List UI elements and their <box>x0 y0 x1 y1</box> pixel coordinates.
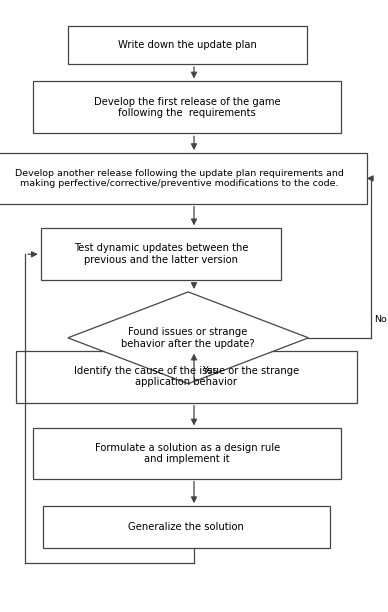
Text: Develop the first release of the game
following the  requirements: Develop the first release of the game fo… <box>94 97 281 118</box>
Text: Test dynamic updates between the
previous and the latter version: Test dynamic updates between the previou… <box>74 244 248 265</box>
FancyBboxPatch shape <box>16 351 357 403</box>
FancyBboxPatch shape <box>68 26 307 64</box>
FancyBboxPatch shape <box>43 506 330 548</box>
FancyBboxPatch shape <box>0 153 367 204</box>
Polygon shape <box>68 292 308 384</box>
Text: Write down the update plan: Write down the update plan <box>118 40 256 50</box>
Text: Yes: Yes <box>202 366 217 375</box>
Text: Formulate a solution as a design rule
and implement it: Formulate a solution as a design rule an… <box>95 442 280 465</box>
FancyBboxPatch shape <box>33 81 341 133</box>
Text: Develop another release following the update plan requirements and
making perfec: Develop another release following the up… <box>15 169 344 188</box>
Text: Identify the cause of the issue or the strange
application behavior: Identify the cause of the issue or the s… <box>74 366 299 387</box>
Text: Found issues or strange
behavior after the update?: Found issues or strange behavior after t… <box>121 327 255 349</box>
Text: Generalize the solution: Generalize the solution <box>128 522 244 532</box>
FancyBboxPatch shape <box>41 228 281 280</box>
Text: No: No <box>374 315 387 324</box>
FancyBboxPatch shape <box>33 428 341 479</box>
